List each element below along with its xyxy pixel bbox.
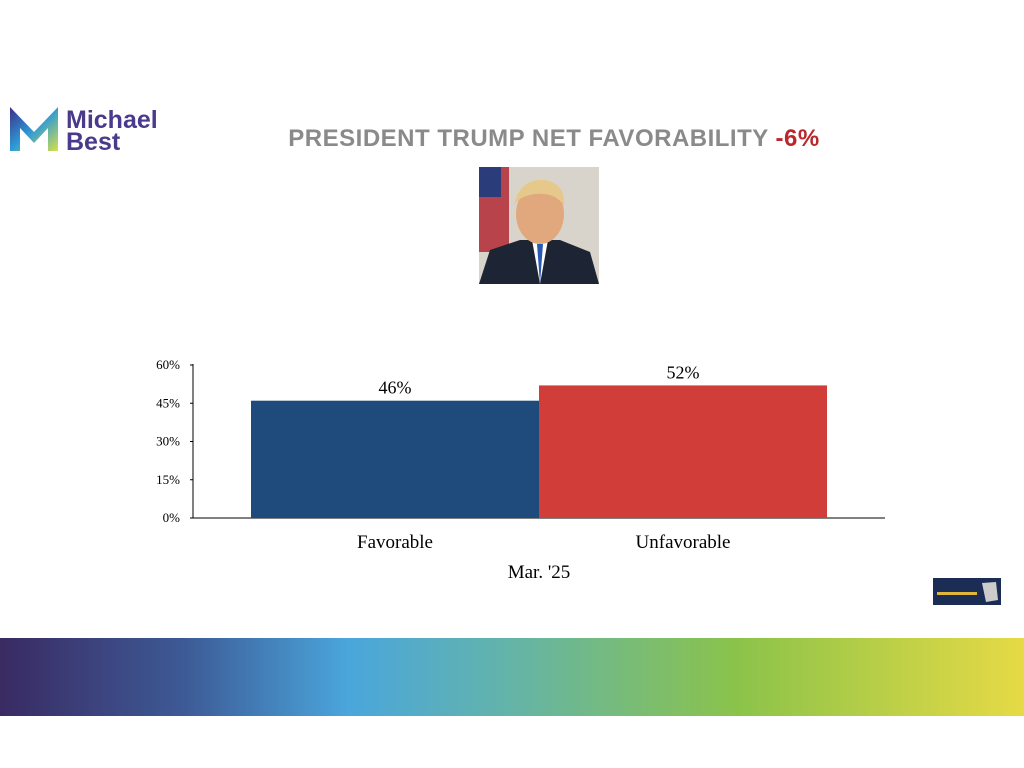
title-highlight: -6% <box>776 125 820 152</box>
y-tick-label: 30% <box>156 434 180 449</box>
chart-title: PRESIDENT TRUMP NET FAVORABILITY -6% <box>288 125 819 152</box>
logo: Michael Best <box>10 106 158 156</box>
y-tick-label: 60% <box>156 357 180 372</box>
portrait <box>479 167 599 284</box>
bar <box>539 385 827 518</box>
logo-mark <box>10 107 58 151</box>
x-tick-label: Favorable <box>357 532 433 553</box>
data-label: 46% <box>379 378 412 398</box>
y-tick-label: 0% <box>163 510 181 525</box>
title-text: PRESIDENT TRUMP NET FAVORABILITY <box>288 125 768 152</box>
x-axis-title: Mar. '25 <box>508 562 571 583</box>
y-tick-label: 45% <box>156 395 180 410</box>
data-label: 52% <box>667 362 700 382</box>
x-tick-label: Unfavorable <box>636 532 731 553</box>
color-band <box>0 638 1024 716</box>
logo-text: Best <box>66 128 121 156</box>
bar <box>251 400 539 518</box>
y-tick-label: 15% <box>156 472 180 487</box>
logo-text: Michael <box>66 106 158 134</box>
poll-logo <box>933 578 1001 605</box>
